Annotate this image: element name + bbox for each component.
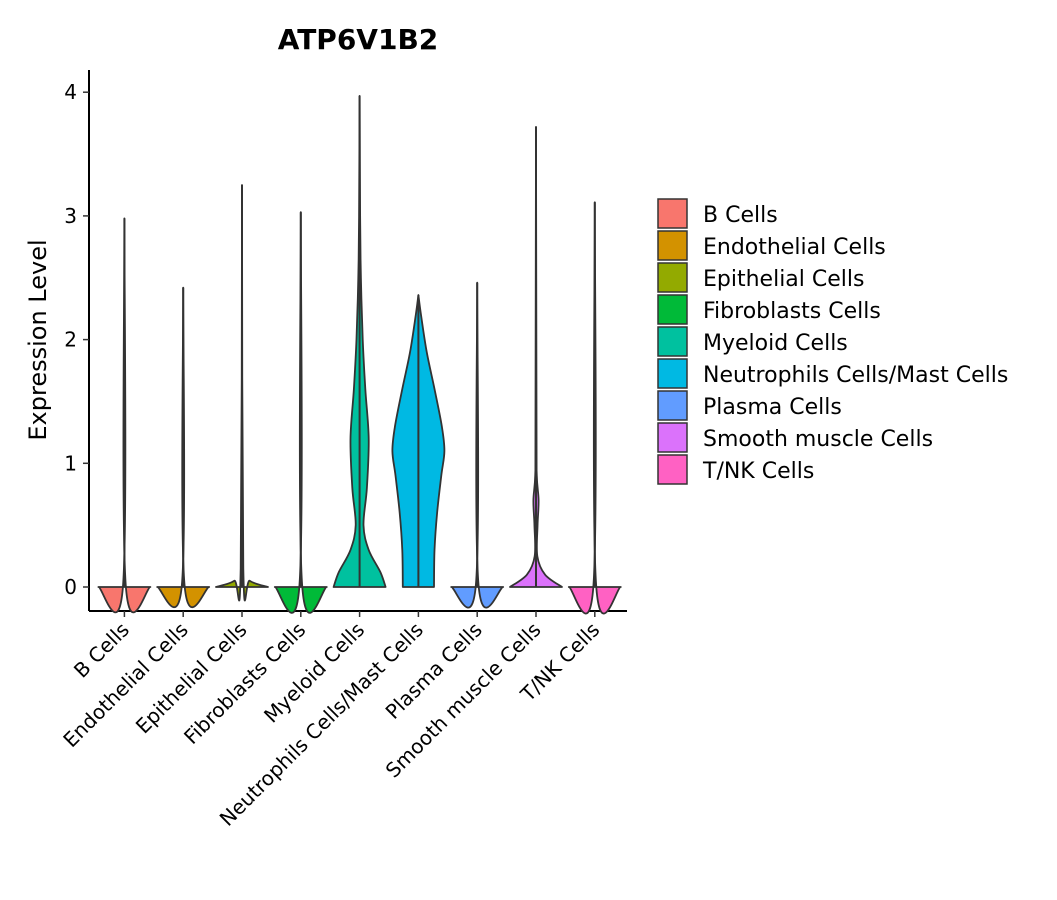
chart-title: ATP6V1B2 <box>278 23 439 56</box>
legend-swatch <box>657 294 688 325</box>
legend-label: T/NK Cells <box>702 459 814 484</box>
legend-swatch <box>657 390 688 421</box>
y-tick-label: 0 <box>64 575 77 599</box>
legend-label: Epithelial Cells <box>703 267 864 292</box>
legend-swatch <box>657 454 688 485</box>
y-tick-label: 4 <box>64 80 77 104</box>
legend-label: Myeloid Cells <box>703 331 848 356</box>
y-tick-label: 1 <box>64 451 77 475</box>
legend-label: B Cells <box>703 203 778 228</box>
legend-label: Plasma Cells <box>703 395 842 420</box>
y-tick-label: 3 <box>64 204 77 228</box>
legend-label: Endothelial Cells <box>703 235 886 260</box>
legend-label: Smooth muscle Cells <box>703 427 933 452</box>
legend-swatch <box>657 326 688 357</box>
legend-swatch <box>657 198 688 229</box>
legend-swatch <box>657 262 688 293</box>
legend-swatch <box>657 230 688 261</box>
y-axis-label: Expression Level <box>24 239 52 440</box>
legend-swatch <box>657 422 688 453</box>
legend: B Cells Endothelial Cells Epithelial Cells… <box>657 198 1008 485</box>
legend-swatch <box>657 358 688 389</box>
legend-label: Neutrophils Cells/Mast Cells <box>703 363 1008 388</box>
y-tick-label: 2 <box>64 328 77 352</box>
legend-label: Fibroblasts Cells <box>703 299 881 324</box>
